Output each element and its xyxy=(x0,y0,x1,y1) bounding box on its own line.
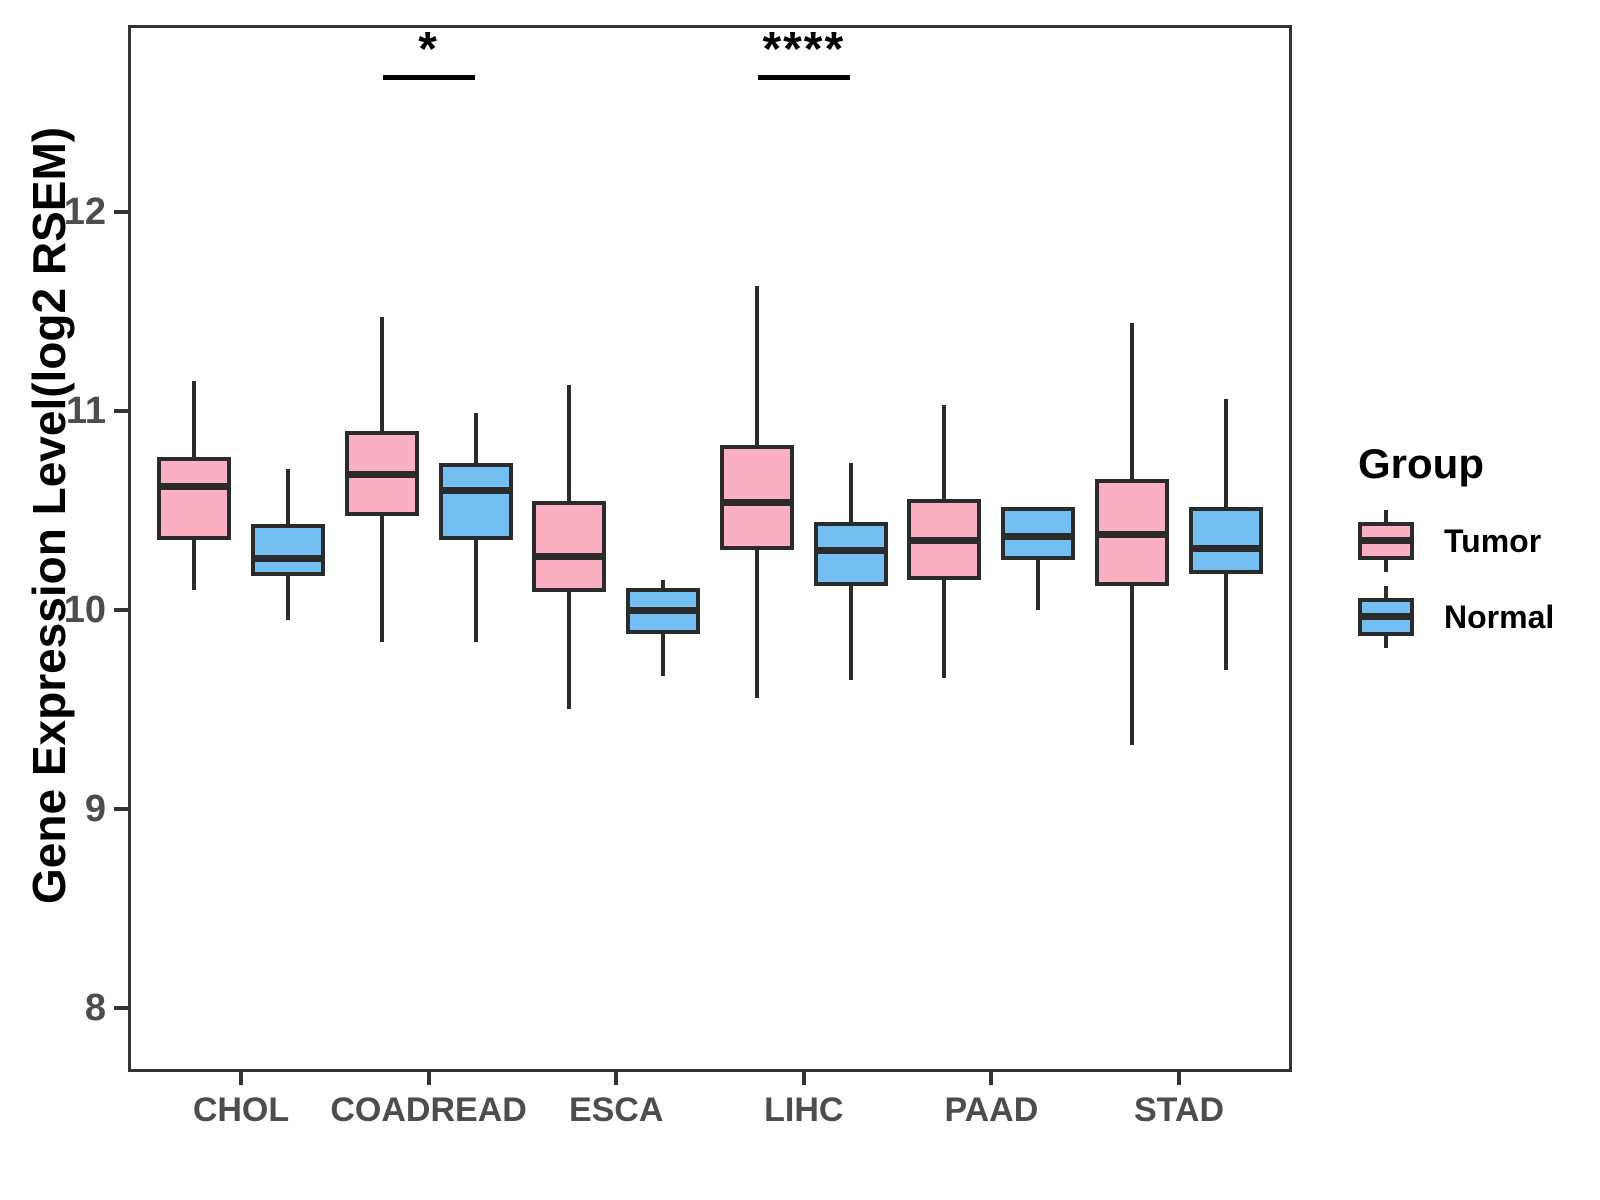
legend-title: Group xyxy=(1358,440,1484,487)
legend-row-tumor: Tumor xyxy=(1358,510,1590,572)
legend-label-tumor: Tumor xyxy=(1444,522,1542,559)
legend: Group Tumor Normal xyxy=(1330,440,1590,662)
legend-boxplot-glyph-normal xyxy=(1358,586,1414,648)
y-tick-mark-9 xyxy=(114,807,128,811)
significance-label-COADREAD: * xyxy=(418,23,439,76)
median-STAD-Tumor xyxy=(1095,530,1169,538)
box-LIHC-Normal xyxy=(813,522,888,587)
box-LIHC-Tumor xyxy=(719,444,794,551)
x-tick-label-ESCA: ESCA xyxy=(568,1091,664,1129)
x-tick-mark-ESCA xyxy=(614,1072,619,1085)
median-CHOL-Tumor xyxy=(157,483,231,491)
x-tick-label-CHOL: CHOL xyxy=(192,1091,290,1129)
box-CHOL-Tumor xyxy=(157,456,231,541)
x-tick-label-COADREAD: COADREAD xyxy=(330,1091,527,1129)
median-COADREAD-Normal xyxy=(438,487,513,495)
median-CHOL-Normal xyxy=(251,554,325,562)
median-PAAD-Tumor xyxy=(907,536,982,544)
legend-row-normal: Normal xyxy=(1358,586,1590,648)
median-ESCA-Normal xyxy=(626,606,701,614)
x-tick-label-STAD: STAD xyxy=(1133,1091,1225,1129)
y-tick-label-12: 12 xyxy=(63,191,106,233)
box-CHOL-Normal xyxy=(251,524,325,577)
median-ESCA-Tumor xyxy=(532,552,607,560)
y-tick-mark-11 xyxy=(114,409,128,413)
y-tick-label-8: 8 xyxy=(84,987,106,1029)
median-LIHC-Normal xyxy=(813,546,888,554)
significance-label-LIHC: **** xyxy=(762,23,846,76)
box-ESCA-Tumor xyxy=(532,500,607,593)
legend-glyph-median xyxy=(1358,613,1414,620)
y-tick-label-9: 9 xyxy=(84,788,106,830)
box-STAD-Normal xyxy=(1189,506,1263,575)
x-tick-mark-STAD xyxy=(1177,1072,1181,1085)
x-tick-label-LIHC: LIHC xyxy=(764,1091,844,1129)
median-PAAD-Normal xyxy=(1001,532,1076,540)
legend-boxplot-glyph-tumor xyxy=(1358,510,1414,572)
x-tick-label-PAAD: PAAD xyxy=(944,1091,1039,1129)
x-tick-mark-PAAD xyxy=(989,1072,994,1085)
median-LIHC-Tumor xyxy=(719,499,794,507)
y-tick-mark-8 xyxy=(114,1006,128,1010)
significance-bar-LIHC xyxy=(757,75,850,80)
legend-label-normal: Normal xyxy=(1444,598,1555,635)
y-tick-mark-10 xyxy=(114,608,128,612)
y-tick-label-11: 11 xyxy=(65,390,106,432)
median-STAD-Normal xyxy=(1189,544,1263,552)
legend-rows: Tumor Normal xyxy=(1330,510,1590,648)
x-tick-mark-LIHC xyxy=(801,1072,806,1085)
box-COADREAD-Normal xyxy=(438,462,513,541)
y-tick-label-10: 10 xyxy=(63,589,106,631)
x-tick-mark-COADREAD xyxy=(426,1072,431,1085)
significance-bar-COADREAD xyxy=(382,75,475,80)
x-tick-mark-CHOL xyxy=(239,1072,243,1085)
legend-glyph-median xyxy=(1358,537,1414,544)
y-tick-mark-12 xyxy=(114,210,128,214)
median-COADREAD-Tumor xyxy=(344,471,419,479)
